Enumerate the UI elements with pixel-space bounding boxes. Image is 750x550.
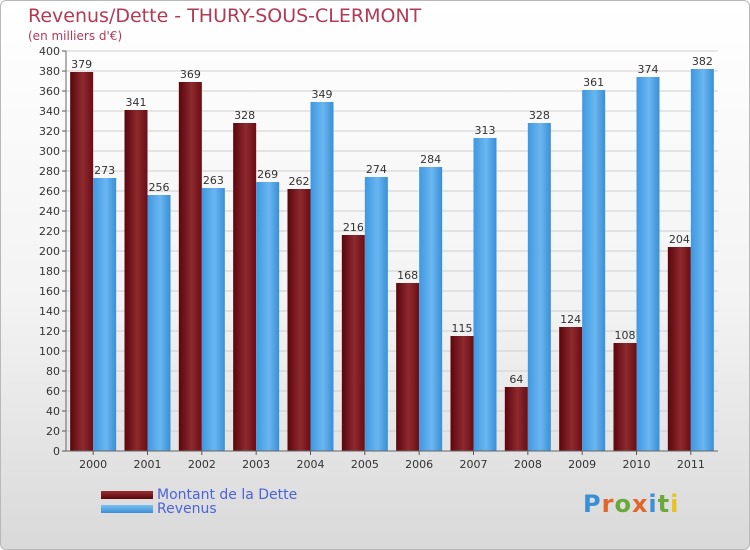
x-tick-label: 2002 — [188, 458, 216, 471]
y-tick-label: 200 — [39, 245, 60, 258]
data-label-revenus: 273 — [94, 164, 115, 177]
y-tick-label: 400 — [39, 45, 60, 58]
bar-revenus — [582, 90, 606, 451]
legend-swatch-dette — [101, 491, 153, 499]
data-label-revenus: 313 — [475, 124, 496, 137]
data-label-revenus: 256 — [149, 181, 170, 194]
legend-label-dette: Montant de la Dette — [157, 487, 298, 503]
bar-dette — [233, 123, 257, 451]
data-label-revenus: 349 — [312, 88, 333, 101]
x-tick-label: 2007 — [460, 458, 488, 471]
bar-revenus — [310, 102, 334, 451]
data-label-dette: 115 — [452, 322, 473, 335]
data-label-dette: 379 — [71, 58, 92, 71]
bar-revenus — [201, 188, 225, 451]
data-label-revenus: 374 — [638, 63, 659, 76]
data-label-dette: 124 — [560, 313, 581, 326]
bars — [70, 69, 714, 451]
y-tick-label: 340 — [39, 105, 60, 118]
proxiti-logo: Proxiti — [583, 490, 680, 518]
gridlines — [66, 50, 718, 452]
bar-revenus — [147, 195, 171, 451]
bar-revenus — [473, 138, 497, 451]
x-tick-label: 2000 — [79, 458, 107, 471]
y-tick-label: 80 — [46, 365, 60, 378]
data-label-dette: 204 — [669, 233, 690, 246]
data-label-dette: 108 — [615, 329, 636, 342]
bar-revenus — [690, 69, 714, 451]
y-tick-label: 240 — [39, 205, 60, 218]
x-tick-label: 2003 — [242, 458, 270, 471]
y-axis-ticks: 0 20 40 60 80 100 120 140 160 180 200 220 240 260 280 3… — [39, 45, 66, 458]
bar-dette — [287, 189, 311, 451]
y-tick-label: 40 — [46, 405, 60, 418]
legend-swatch-revenus — [101, 505, 153, 513]
bar-dette — [667, 247, 691, 451]
y-tick-label: 300 — [39, 145, 60, 158]
data-label-revenus: 263 — [203, 174, 224, 187]
data-label-dette: 168 — [397, 269, 418, 282]
data-label-revenus: 284 — [420, 153, 441, 166]
bar-dette — [70, 72, 94, 451]
bar-dette — [504, 387, 528, 451]
data-label-dette: 341 — [126, 96, 147, 109]
y-tick-label: 260 — [39, 185, 60, 198]
x-tick-label: 2001 — [134, 458, 162, 471]
legend-label-revenus: Revenus — [157, 501, 217, 517]
x-tick-label: 2004 — [297, 458, 325, 471]
x-tick-label: 2008 — [514, 458, 542, 471]
data-label-dette: 328 — [234, 109, 255, 122]
data-label-dette: 216 — [343, 221, 364, 234]
y-tick-label: 320 — [39, 125, 60, 138]
bar-revenus — [527, 123, 551, 451]
y-tick-label: 380 — [39, 65, 60, 78]
data-label-dette: 369 — [180, 68, 201, 81]
y-tick-label: 360 — [39, 85, 60, 98]
data-label-dette: 64 — [509, 373, 523, 386]
y-tick-label: 100 — [39, 345, 60, 358]
x-tick-label: 2010 — [623, 458, 651, 471]
y-tick-label: 120 — [39, 325, 60, 338]
data-labels: 379 273 341 256 369 263 328 269 262 349 216 274 168 2… — [71, 55, 713, 386]
data-label-revenus: 361 — [583, 76, 604, 89]
bar-revenus — [256, 182, 280, 451]
x-tick-label: 2009 — [568, 458, 596, 471]
y-tick-label: 160 — [39, 285, 60, 298]
x-tick-label: 2006 — [405, 458, 433, 471]
bar-dette — [178, 82, 202, 451]
data-label-revenus: 269 — [257, 168, 278, 181]
bar-revenus — [419, 167, 443, 451]
data-label-revenus: 274 — [366, 163, 387, 176]
y-tick-label: 60 — [46, 385, 60, 398]
y-tick-label: 20 — [46, 425, 60, 438]
bar-dette — [559, 327, 583, 451]
bar-dette — [613, 343, 637, 451]
data-label-revenus: 328 — [529, 109, 550, 122]
bar-dette — [396, 283, 420, 451]
y-tick-label: 280 — [39, 165, 60, 178]
y-tick-label: 140 — [39, 305, 60, 318]
y-tick-label: 0 — [53, 445, 60, 458]
y-tick-label: 180 — [39, 265, 60, 278]
chart-title: Revenus/Dette - THURY-SOUS-CLERMONT — [28, 5, 422, 27]
x-tick-label: 2005 — [351, 458, 379, 471]
y-tick-label: 220 — [39, 225, 60, 238]
bar-revenus — [364, 177, 388, 451]
data-label-revenus: 382 — [692, 55, 713, 68]
x-tick-label: 2011 — [677, 458, 705, 471]
data-label-dette: 262 — [289, 175, 310, 188]
x-axis-ticks: 2000 2001 2002 2003 2004 2005 2006 2007 2008 2009… — [79, 451, 705, 471]
bar-dette — [341, 235, 365, 451]
bar-revenus — [93, 178, 117, 451]
bar-dette — [450, 336, 474, 451]
bar-dette — [124, 110, 148, 451]
chart-subtitle: (en milliers d'€) — [28, 29, 123, 43]
bar-revenus — [636, 77, 660, 451]
